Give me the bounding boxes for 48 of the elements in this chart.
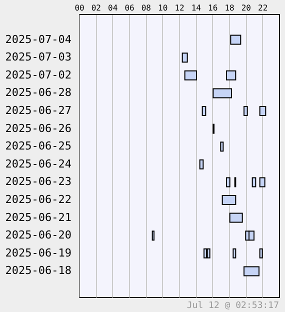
- y-tick-label: 2025-06-24: [5, 157, 72, 170]
- y-tick-label: 2025-06-18: [5, 264, 72, 278]
- bar: [226, 177, 230, 188]
- y-tick-label: 2025-06-27: [5, 104, 72, 118]
- text: Jul 12 @ 02:53:17: [186, 301, 279, 311]
- bar: [184, 70, 197, 80]
- bar: [199, 159, 204, 170]
- bar: [182, 52, 188, 63]
- x-tick-label: 08: [141, 4, 152, 12]
- y-tick-label: 2025-06-23: [5, 175, 72, 188]
- y-tick-label: 2025-06-19: [5, 246, 72, 260]
- y-tick-label: 2025-06-26: [5, 122, 72, 135]
- y-tick-label: 2025-06-25: [5, 140, 72, 153]
- bar: [232, 248, 236, 258]
- x-tick-label: 20: [241, 4, 252, 12]
- x-tick-label: 12: [174, 4, 184, 12]
- bar: [248, 230, 254, 241]
- x-tick-label: 14: [191, 4, 202, 12]
- y-tick-label: 2025-07-03: [5, 50, 72, 64]
- x-tick-label: 10: [158, 4, 168, 12]
- x-tick-label: 02: [91, 4, 102, 12]
- x-tick-label: 18: [224, 4, 234, 12]
- bar: [226, 70, 236, 80]
- bar: [204, 248, 207, 258]
- x-tick-label: 16: [208, 4, 218, 12]
- bar: [222, 194, 236, 205]
- bar: [252, 177, 256, 188]
- bar: [202, 106, 206, 116]
- y-tick-label: 2025-06-22: [5, 192, 72, 206]
- bar: [230, 34, 242, 45]
- y-tick-label: 2025-07-02: [5, 68, 72, 82]
- bar: [212, 88, 232, 98]
- x-tick-label: 22: [258, 4, 268, 12]
- x-tick-label: 06: [124, 4, 134, 12]
- y-tick-label: 2025-06-20: [5, 228, 72, 242]
- bar: [220, 142, 224, 152]
- y-tick-label: 2025-06-28: [5, 86, 72, 100]
- bar: [244, 266, 260, 276]
- bar: [259, 248, 263, 258]
- bar: [259, 177, 266, 188]
- bar: [229, 212, 243, 223]
- bar: [206, 248, 210, 258]
- bar: [259, 106, 266, 116]
- x-tick-label: 00: [74, 4, 84, 12]
- y-tick-label: 2025-06-21: [5, 210, 72, 224]
- y-tick-label: 2025-07-04: [5, 32, 72, 46]
- x-tick-label: 04: [108, 4, 118, 12]
- bar: [244, 106, 248, 116]
